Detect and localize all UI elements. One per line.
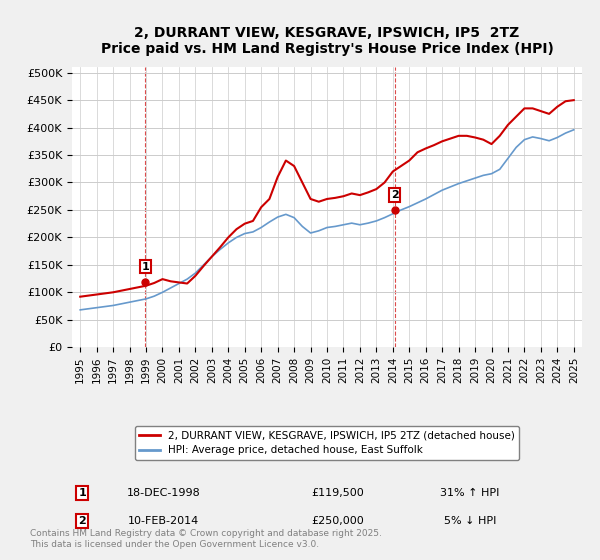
Text: 5% ↓ HPI: 5% ↓ HPI	[443, 516, 496, 526]
Text: 2: 2	[391, 190, 398, 200]
Text: 31% ↑ HPI: 31% ↑ HPI	[440, 488, 499, 498]
Legend: 2, DURRANT VIEW, KESGRAVE, IPSWICH, IP5 2TZ (detached house), HPI: Average price: 2, DURRANT VIEW, KESGRAVE, IPSWICH, IP5 …	[135, 426, 519, 460]
Text: £250,000: £250,000	[311, 516, 364, 526]
Text: Contains HM Land Registry data © Crown copyright and database right 2025.
This d: Contains HM Land Registry data © Crown c…	[30, 529, 382, 549]
Text: 2: 2	[79, 516, 86, 526]
Title: 2, DURRANT VIEW, KESGRAVE, IPSWICH, IP5  2TZ
Price paid vs. HM Land Registry's H: 2, DURRANT VIEW, KESGRAVE, IPSWICH, IP5 …	[101, 26, 553, 57]
Text: 1: 1	[79, 488, 86, 498]
Text: 18-DEC-1998: 18-DEC-1998	[127, 488, 200, 498]
Text: 1: 1	[142, 262, 149, 272]
Text: 10-FEB-2014: 10-FEB-2014	[128, 516, 199, 526]
Text: £119,500: £119,500	[311, 488, 364, 498]
